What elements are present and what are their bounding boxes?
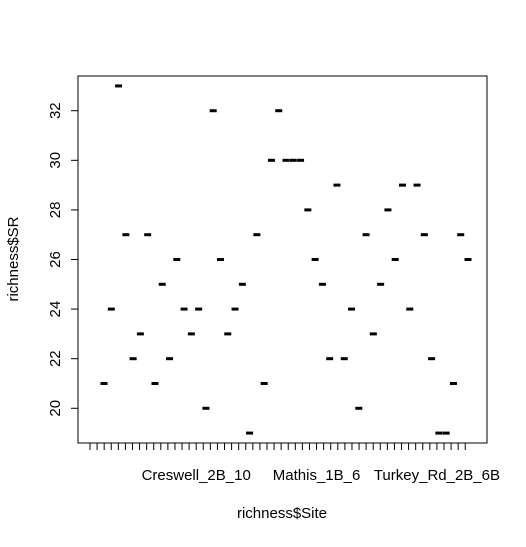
y-tick-label: 28: [47, 202, 64, 219]
x-axis: Creswell_2B_10 Mathis_1B_6 Turkey_Rd_2B_6B: [89, 442, 500, 484]
y-tick-label: 22: [47, 350, 64, 367]
x-tick-label: Turkey_Rd_2B_6B: [374, 467, 500, 484]
x-axis-title: richness$Site: [237, 505, 327, 522]
y-axis-title: richness$SR: [5, 216, 22, 301]
y-tick-label: 30: [47, 152, 64, 169]
x-tick-label: Mathis_1B_6: [273, 467, 361, 484]
y-tick-label: 20: [47, 400, 64, 417]
y-axis: 20 22 24 26 28 30 32: [47, 102, 79, 417]
plot-frame: [77, 75, 488, 444]
y-tick-label: 26: [47, 251, 64, 268]
y-tick-label: 32: [47, 102, 64, 119]
y-tick-label: 24: [47, 301, 64, 318]
data-points: [100, 84, 472, 435]
x-tick-label: Creswell_2B_10: [142, 467, 251, 484]
